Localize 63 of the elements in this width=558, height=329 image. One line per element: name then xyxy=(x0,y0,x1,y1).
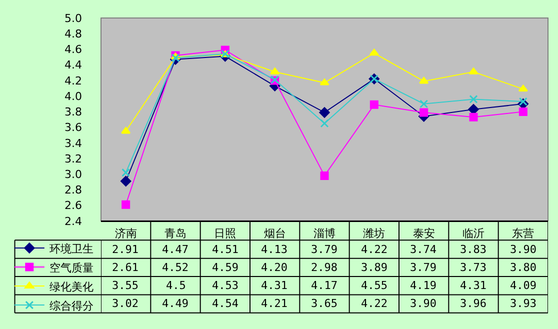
data-label: 2.91 xyxy=(112,243,138,256)
data-label: 3.79 xyxy=(410,261,436,274)
y-tick-label: 4.4 xyxy=(64,58,82,72)
data-label: 4.49 xyxy=(162,297,188,310)
data-label: 4.17 xyxy=(311,279,338,292)
data-label: 2.61 xyxy=(112,261,138,274)
legend-label: 综合得分 xyxy=(49,299,94,312)
legend-label: 空气质量 xyxy=(49,261,94,274)
y-tick-label: 3.0 xyxy=(64,168,82,181)
data-label: 4.52 xyxy=(162,261,188,274)
data-label: 4.20 xyxy=(261,261,288,274)
y-tick-label: 2.8 xyxy=(64,184,82,197)
x-tick-label: 青岛 xyxy=(164,227,186,240)
data-label: 4.59 xyxy=(212,261,238,274)
data-label: 4.22 xyxy=(361,297,388,310)
data-label: 4.13 xyxy=(261,243,288,256)
data-label: 4.5 xyxy=(166,279,186,292)
data-label: 3.93 xyxy=(510,297,536,310)
data-label: 4.55 xyxy=(361,279,388,292)
y-tick-label: 4.8 xyxy=(64,27,82,40)
data-label: 4.47 xyxy=(162,243,188,256)
data-label: 4.22 xyxy=(361,243,388,256)
data-label: 2.98 xyxy=(311,261,338,274)
data-label: 3.96 xyxy=(460,297,486,310)
x-tick-label: 东营 xyxy=(512,227,534,240)
data-label: 4.53 xyxy=(212,279,238,292)
data-label: 3.90 xyxy=(410,297,436,310)
y-tick-label: 5.0 xyxy=(64,12,82,25)
data-label: 4.19 xyxy=(410,279,436,292)
data-label: 3.65 xyxy=(311,297,338,310)
data-label: 3.90 xyxy=(510,243,536,256)
y-tick-label: 3.4 xyxy=(64,136,82,150)
y-tick-label: 3.8 xyxy=(64,106,82,119)
data-label: 3.73 xyxy=(460,261,486,274)
x-tick-label: 日照 xyxy=(214,227,236,240)
x-tick-label: 潍坊 xyxy=(363,227,386,240)
data-label: 3.74 xyxy=(410,243,437,256)
y-tick-label: 4.6 xyxy=(64,43,82,56)
data-label: 3.02 xyxy=(112,297,138,310)
data-label: 4.21 xyxy=(261,297,288,310)
y-tick-label: 2.6 xyxy=(64,199,82,212)
legend-label: 绿化美化 xyxy=(49,280,94,294)
y-tick-label: 4.0 xyxy=(64,90,82,103)
y-tick-label: 3.2 xyxy=(64,152,82,166)
data-label: 4.31 xyxy=(261,279,288,292)
data-label: 3.83 xyxy=(460,243,486,256)
y-tick-label: 4.2 xyxy=(64,74,82,88)
legend-label: 环境卫生 xyxy=(49,242,94,256)
x-tick-label: 济南 xyxy=(114,227,137,240)
data-label: 4.51 xyxy=(212,243,238,256)
y-tick-label: 2.4 xyxy=(64,214,82,228)
y-tick-label: 3.6 xyxy=(64,121,82,134)
data-label: 3.89 xyxy=(361,261,388,274)
x-tick-label: 泰安 xyxy=(412,227,435,240)
x-tick-label: 淄博 xyxy=(314,227,336,240)
data-label: 4.54 xyxy=(212,297,239,310)
data-label: 4.09 xyxy=(510,279,536,292)
data-label: 3.79 xyxy=(311,243,338,256)
data-label: 3.55 xyxy=(112,279,138,292)
x-tick-label: 烟台 xyxy=(264,227,286,240)
data-label: 4.31 xyxy=(460,279,486,292)
x-tick-label: 临沂 xyxy=(462,227,484,240)
data-label: 3.80 xyxy=(510,261,536,274)
